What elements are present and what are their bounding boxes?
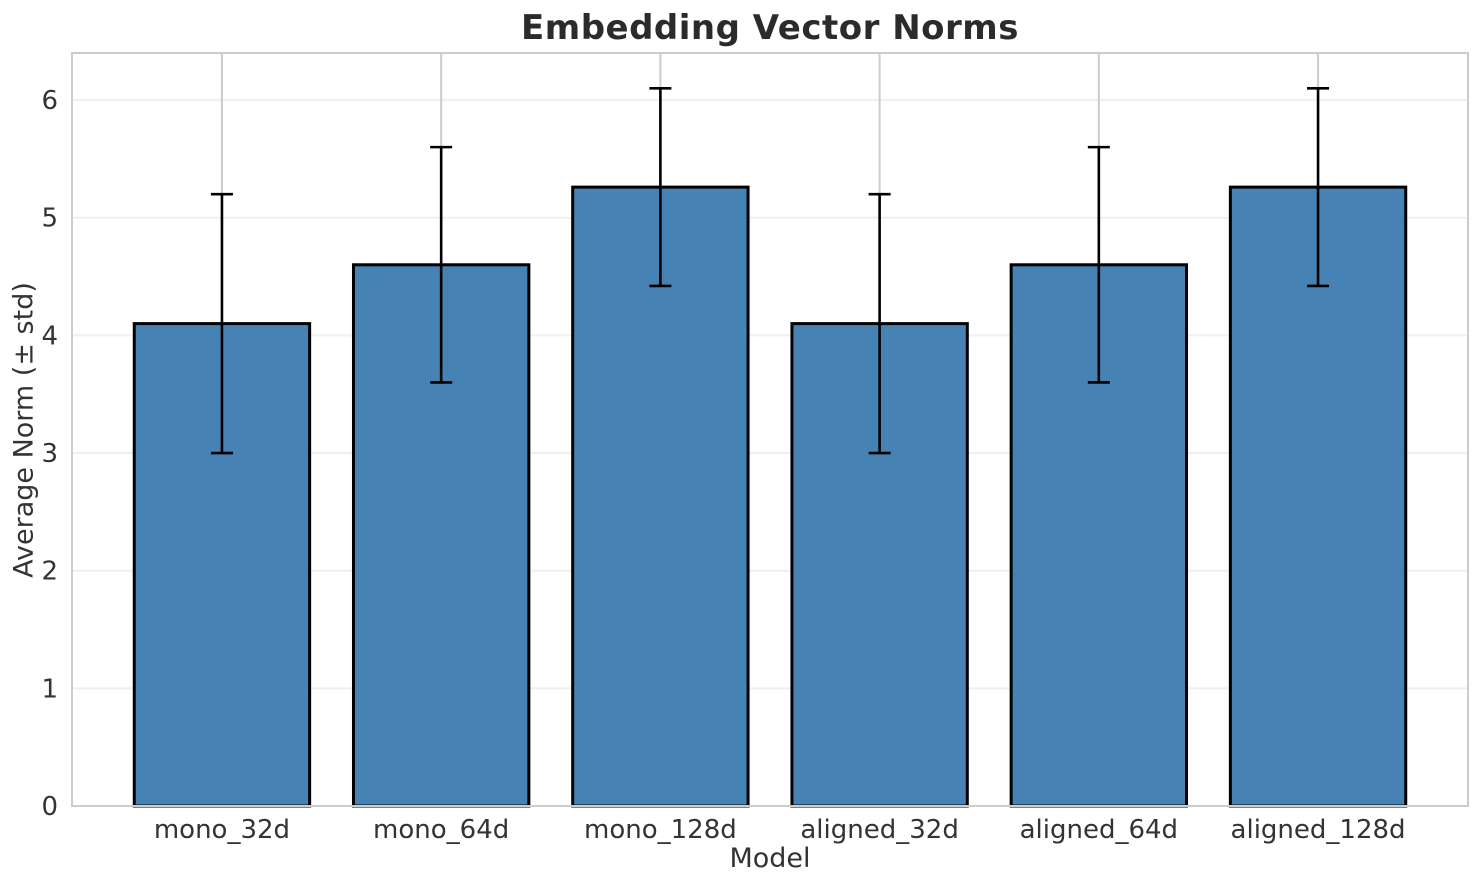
y-tick-label: 0 xyxy=(41,792,58,822)
x-axis-label: Model xyxy=(729,843,811,874)
chart-title: Embedding Vector Norms xyxy=(521,8,1019,48)
plot-frame xyxy=(71,52,1469,807)
y-tick-label: 1 xyxy=(41,674,58,704)
y-tick-label: 2 xyxy=(41,557,58,587)
y-tick-label: 5 xyxy=(41,204,58,234)
x-tick-label-aligned_32d: aligned_32d xyxy=(800,815,958,845)
y-tick-label: 6 xyxy=(41,86,58,116)
x-tick-label-mono_32d: mono_32d xyxy=(154,815,290,845)
x-tick-label-aligned_128d: aligned_128d xyxy=(1231,815,1406,845)
y-tick-label: 3 xyxy=(41,439,58,469)
y-tick-labels: 0 1 2 3 4 5 6 xyxy=(41,86,58,822)
spines xyxy=(71,52,1469,807)
bars xyxy=(132,185,1408,808)
x-tick-label-aligned_64d: aligned_64d xyxy=(1020,815,1178,845)
y-axis-label: Average Norm (± std) xyxy=(8,282,40,578)
x-tick-labels: mono_32d mono_64d mono_128d aligned_32d alig… xyxy=(154,815,1406,845)
y-tick-label: 4 xyxy=(41,321,58,351)
x-tick-label-mono_64d: mono_64d xyxy=(373,815,509,845)
bar-mono_128d xyxy=(571,185,750,808)
x-tick-label-mono_128d: mono_128d xyxy=(584,815,737,845)
error-bars xyxy=(210,86,1330,455)
